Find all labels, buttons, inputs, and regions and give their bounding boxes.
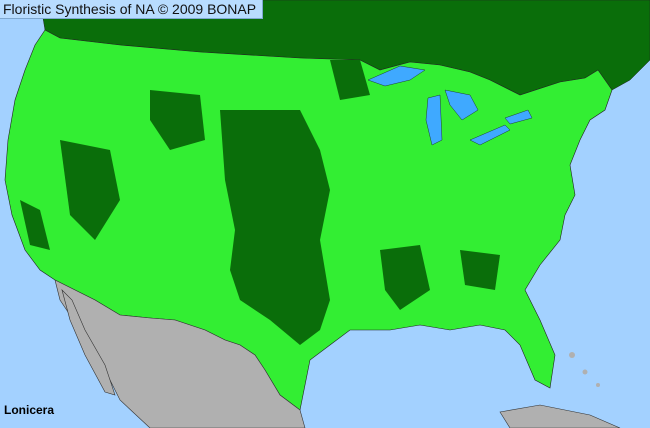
bahamas	[569, 352, 600, 387]
baja-peninsula	[61, 288, 116, 396]
cuba	[499, 404, 621, 428]
great-lakes	[367, 65, 533, 146]
non-native-zones	[20, 60, 500, 345]
map-title: Floristic Synthesis of NA © 2009 BONAP	[0, 0, 264, 19]
taxon-label: Lonicera	[4, 403, 55, 417]
